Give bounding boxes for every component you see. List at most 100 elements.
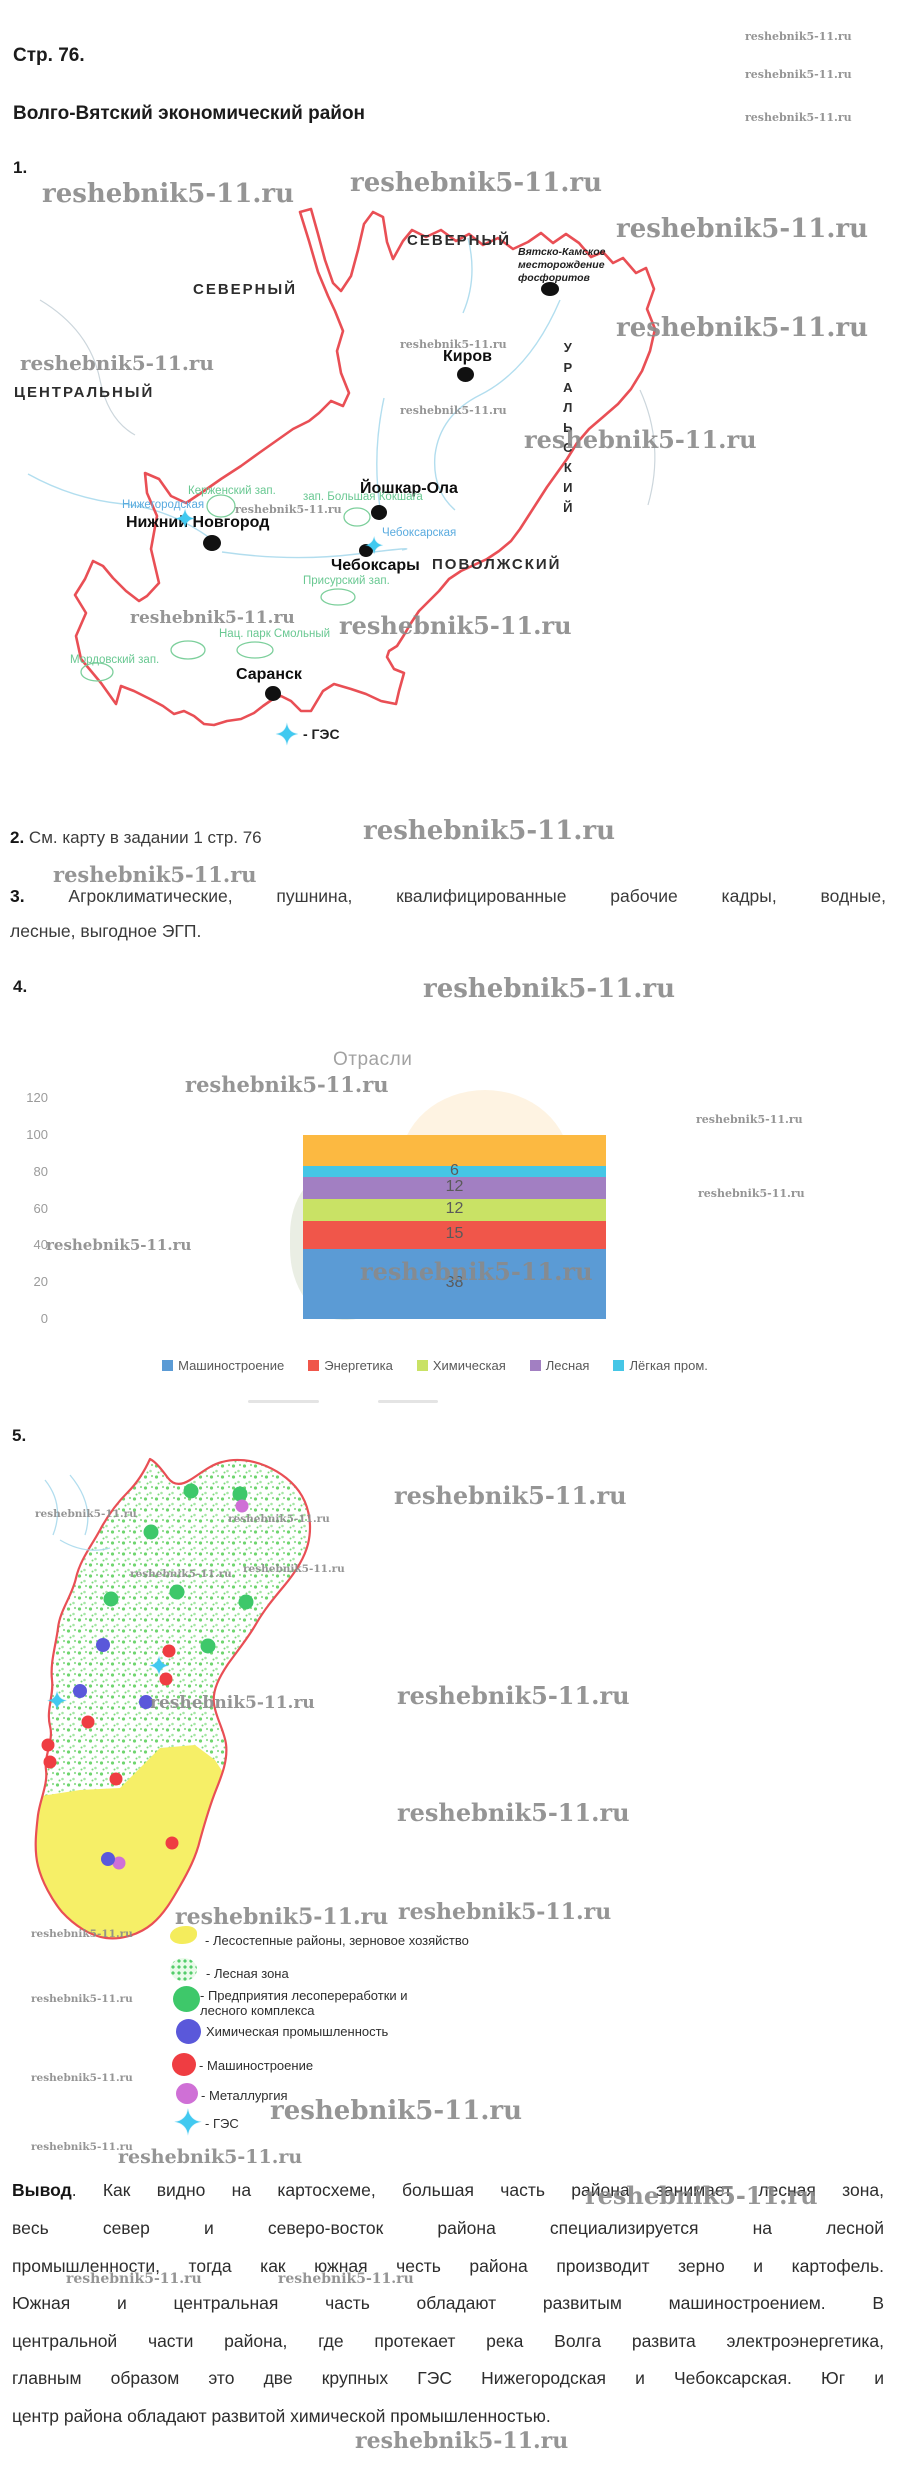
segment-value: 38 (445, 1274, 464, 1292)
segment-value: 12 (445, 1178, 464, 1196)
y-axis-tick: 60 (33, 1200, 48, 1216)
watermark: reshebnik5-11.ru (270, 2096, 523, 2126)
page-number: Стр. 76. (13, 45, 85, 66)
legend-label: Химическая (432, 1358, 506, 1373)
watermark: reshebnik5-11.ru (616, 313, 869, 343)
map-label: Мордовский зап. (70, 654, 160, 666)
watermark: reshebnik5-11.ru (616, 214, 869, 244)
watermark: reshebnik5-11.ru (585, 2181, 818, 2210)
watermark: reshebnik5-11.ru (66, 2271, 202, 2287)
section-2-text: См. карту в задании 1 стр. 76 (28, 828, 262, 847)
watermark: reshebnik5-11.ru (696, 1113, 803, 1126)
map2-marker-b (96, 1638, 110, 1652)
legend-label: Энергетика (324, 1358, 393, 1373)
map2-marker-r (81, 1715, 95, 1729)
watermark: reshebnik5-11.ru (423, 974, 676, 1004)
divider-dash (378, 1400, 438, 1403)
map2-legend-label: Химическая промышленность (206, 2024, 389, 2039)
section-2: 2. См. карту в задании 1 стр. 76 (10, 828, 262, 848)
watermark: reshebnik5-11.ru (698, 1187, 805, 1200)
watermark: reshebnik5-11.ru (185, 1072, 389, 1097)
legend-label: Лёгкая пром. (629, 1358, 708, 1373)
watermark: reshebnik5-11.ru (130, 1568, 232, 1580)
y-axis-tick: 80 (33, 1163, 48, 1179)
legend-label: Машиностроение (178, 1358, 285, 1373)
chart-segment (303, 1221, 606, 1250)
city-dot (203, 535, 221, 551)
city-dot (541, 282, 559, 296)
section-2-number: 2. (10, 828, 25, 847)
chart-legend-item: Машиностроение (162, 1358, 284, 1373)
watermark: reshebnik5-11.ru (360, 1257, 593, 1286)
legend-m-icon (176, 2083, 198, 2104)
map-label: СЕВЕРНЫЙ (193, 281, 297, 298)
watermark: reshebnik5-11.ru (394, 1481, 627, 1510)
map-label: Саранск (236, 666, 302, 683)
chart-legend-item: Энергетика (308, 1358, 393, 1373)
section-3-text: Агроклиматические, пушнина, квалифициров… (68, 886, 886, 906)
watermark: reshebnik5-11.ru (150, 1693, 315, 1713)
city-dot (265, 686, 281, 701)
map-label: Нижний Новгород (126, 514, 270, 531)
legend-r-icon (172, 2053, 196, 2076)
conclusion-line: весь север и северо-восток района специа… (12, 2218, 884, 2238)
map-label: зап. Большая Кокшага (303, 491, 423, 503)
watermark: reshebnik5-11.ru (397, 1798, 630, 1827)
conclusion-line: главным образом это две крупных ГЭС Ниже… (12, 2368, 884, 2388)
chart-legend-item: Лёгкая пром. (613, 1358, 708, 1373)
watermark: reshebnik5-11.ru (745, 68, 852, 81)
city-dot (457, 367, 474, 382)
map-label: Вятско-Камское месторождение фосфоритов (518, 246, 606, 284)
watermark: reshebnik5-11.ru (175, 1904, 389, 1930)
watermark: reshebnik5-11.ru (398, 1899, 612, 1925)
map2-marker-b (73, 1684, 87, 1698)
watermark: reshebnik5-11.ru (243, 1563, 345, 1575)
map2-marker-r (41, 1738, 55, 1752)
watermark: reshebnik5-11.ru (745, 30, 852, 43)
section-4-number: 4. (13, 977, 28, 996)
map2-legend-label: - ГЭС (205, 2116, 239, 2131)
map-label: СЕВЕРНЫЙ (407, 232, 511, 249)
chart-segment (303, 1166, 606, 1178)
map2-marker-m (235, 1499, 249, 1513)
y-axis-tick: 40 (33, 1237, 48, 1253)
map-label: Нац. парк Смольный (219, 628, 331, 640)
chart-segment (303, 1177, 606, 1200)
legend-label: Лесная (545, 1358, 590, 1373)
chart-segment (303, 1249, 606, 1319)
section-3-line1: 3. Агроклиматические, пушнина, квалифици… (10, 886, 886, 907)
chart-title: Отрасли (333, 1049, 413, 1070)
chart-legend-item: Лесная (529, 1358, 590, 1373)
watermark: reshebnik5-11.ru (31, 2141, 133, 2153)
map-label: ЦЕНТРАЛЬНЫЙ (14, 384, 155, 401)
section-3-number: 3. (10, 886, 25, 906)
map2-marker-g (200, 1638, 216, 1654)
ges-star-icon: ✦ (174, 504, 196, 534)
y-axis-tick: 0 (40, 1311, 48, 1326)
segment-value: 12 (445, 1200, 464, 1218)
watermark: reshebnik5-11.ru (363, 816, 616, 846)
map-label: Керженский зап. (188, 485, 276, 497)
segment-value: 15 (445, 1225, 464, 1243)
divider-dash (248, 1400, 319, 1403)
y-axis-tick: 120 (26, 1090, 48, 1106)
watermark: reshebnik5-11.ru (278, 2271, 414, 2287)
section-5-number: 5. (12, 1426, 27, 1445)
map2-legend-label: - Металлургия (201, 2088, 288, 2103)
watermark: reshebnik5-11.ru (350, 168, 603, 198)
chart-segment (303, 1135, 606, 1167)
watermark: reshebnik5-11.ru (355, 2428, 569, 2454)
map2-marker-g (169, 1584, 185, 1600)
watermark: reshebnik5-11.ru (235, 503, 342, 516)
ges-star-icon: ✦ (274, 719, 300, 752)
ges-star-icon: ✦ (363, 533, 385, 560)
chart-segment (303, 1199, 606, 1222)
legend-color-swatch (416, 1360, 428, 1371)
watermark: reshebnik5-11.ru (53, 862, 257, 887)
map2-marker-r (43, 1755, 57, 1769)
legend-b-icon (176, 2019, 201, 2044)
watermark: reshebnik5-11.ru (397, 1681, 630, 1710)
conclusion-line: промышленности, тогда как южная честь ра… (12, 2255, 884, 2276)
watermark: reshebnik5-11.ru (35, 1508, 137, 1520)
watermark: reshebnik5-11.ru (46, 1236, 192, 1254)
